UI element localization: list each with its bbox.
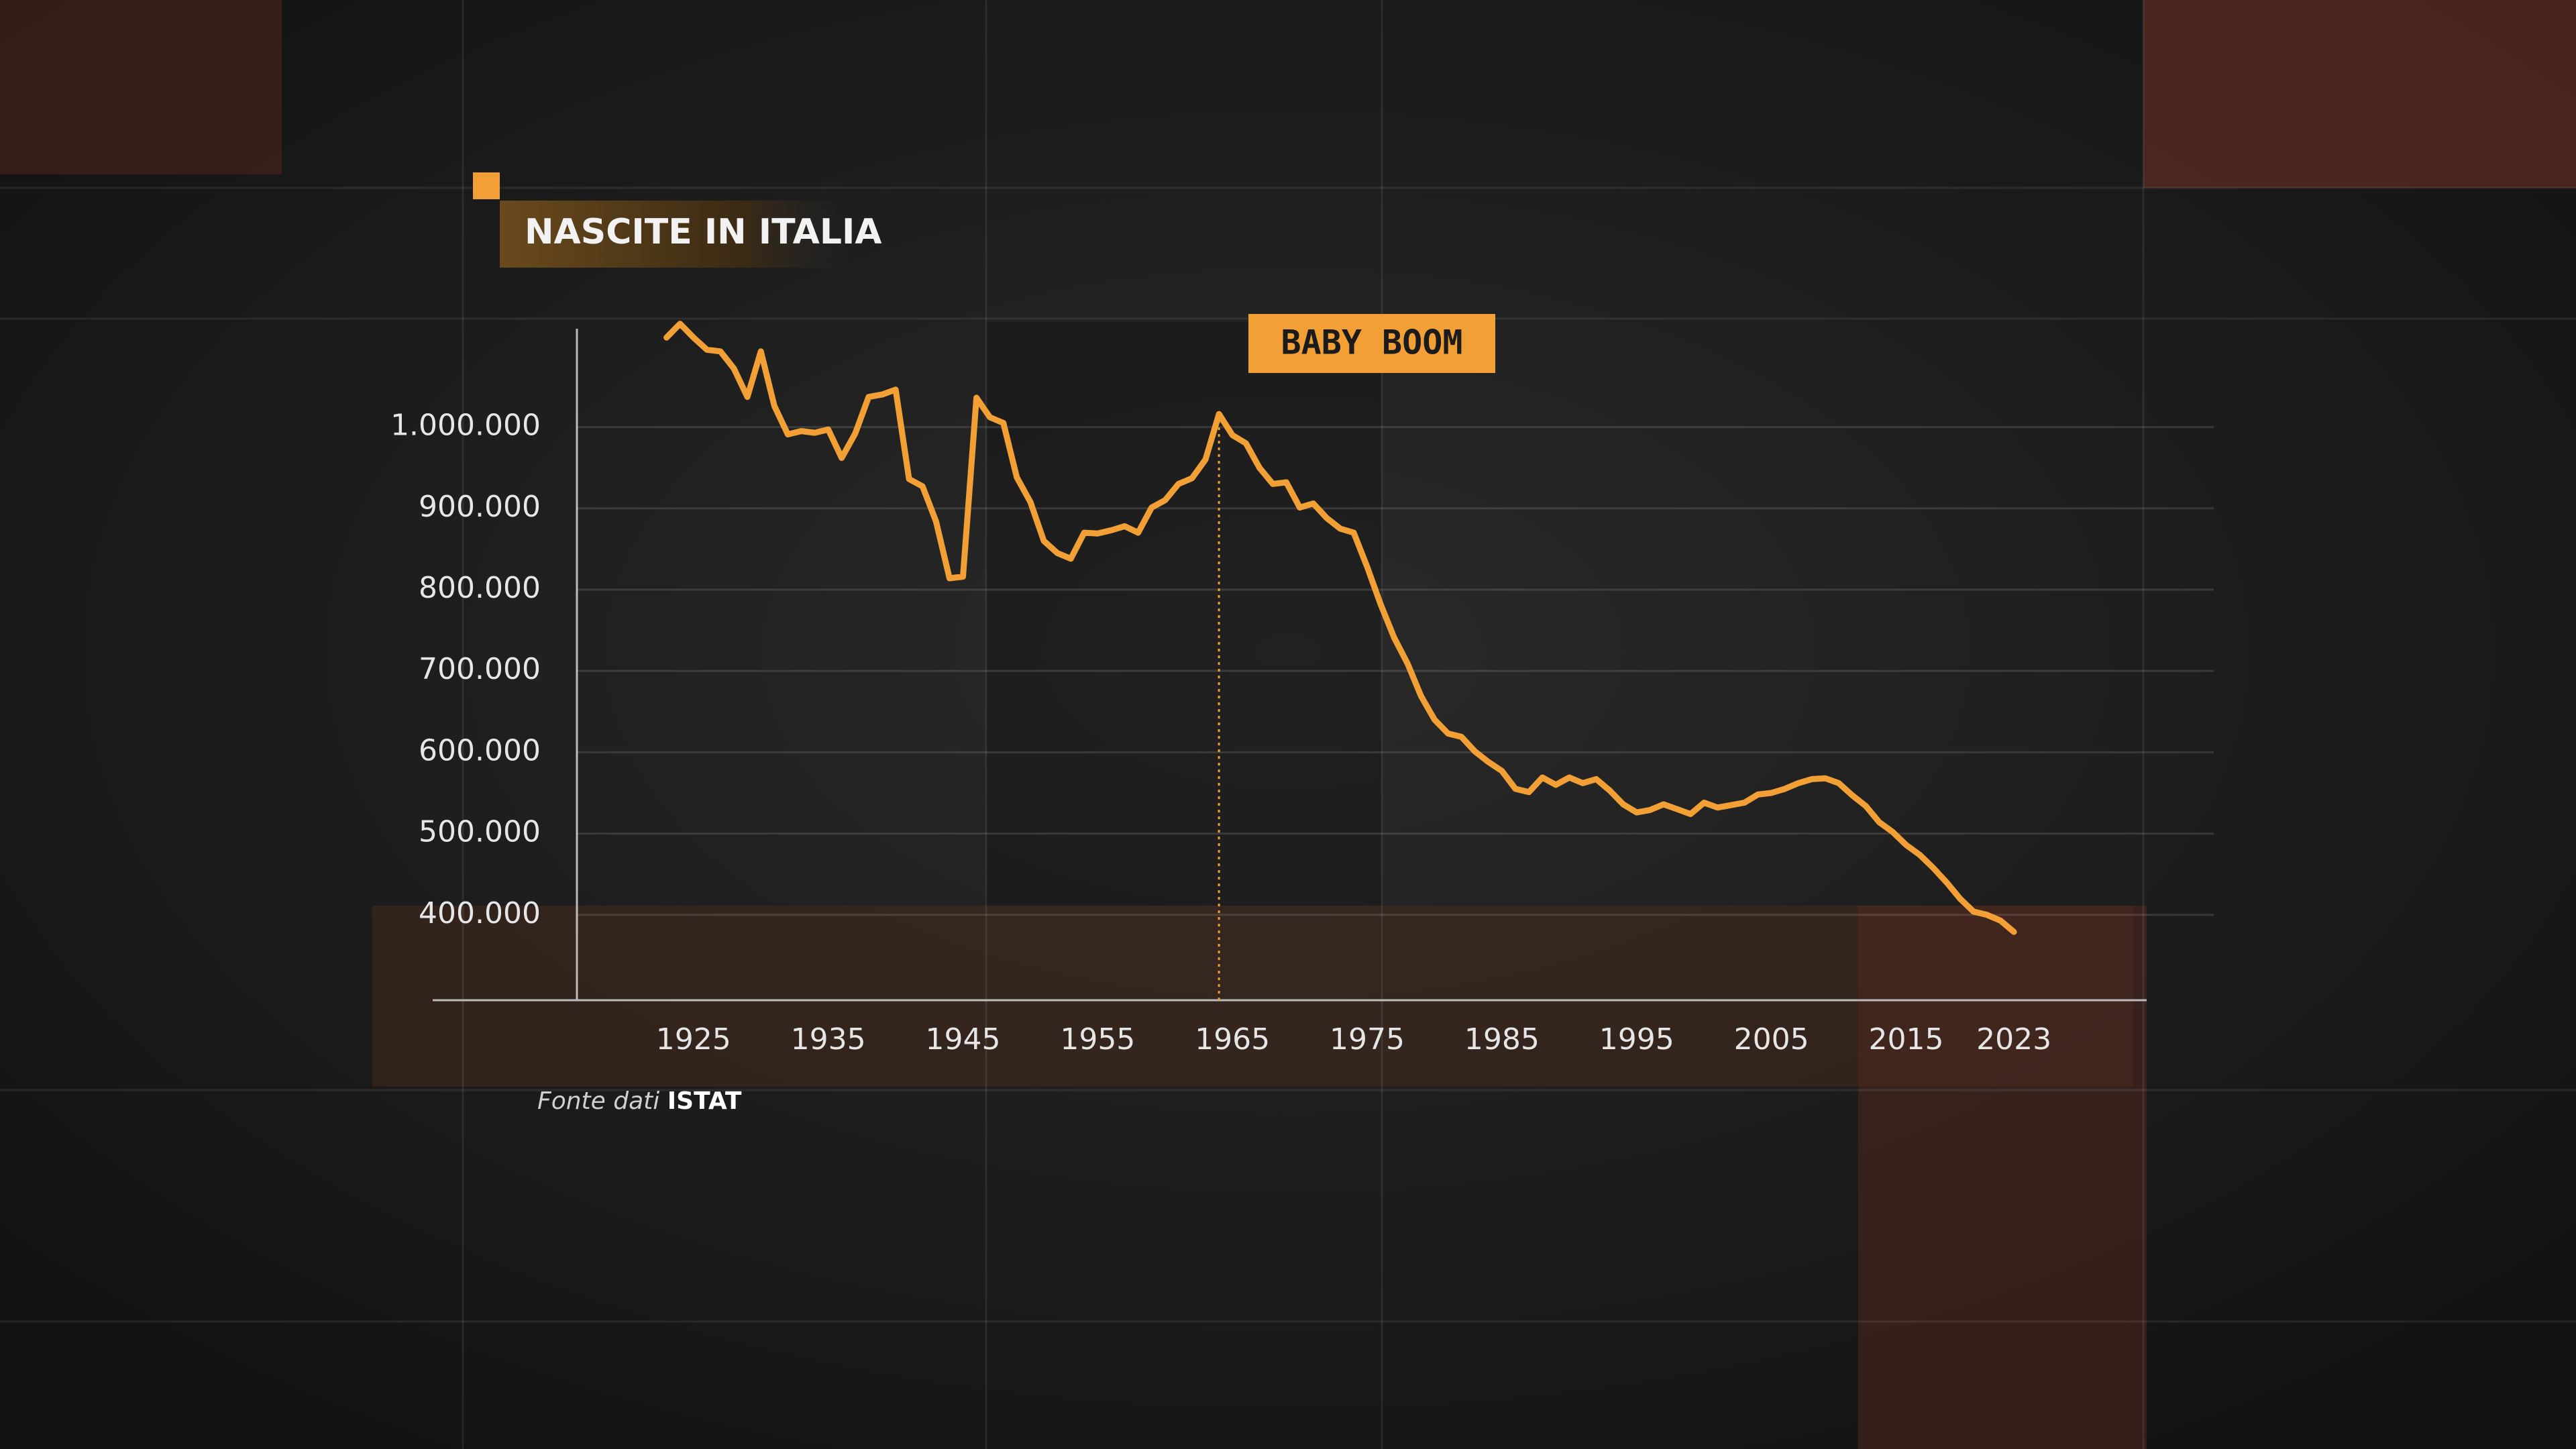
plot: 400.000 500.000 600.000 700.000 800.000 900.0… <box>390 314 2214 1057</box>
x-tick-label: 1995 <box>1599 1022 1674 1057</box>
x-tick-label: 2023 <box>1976 1022 2051 1057</box>
x-tick-label: 2005 <box>1734 1022 1809 1057</box>
x-tick-label: 1955 <box>1060 1022 1135 1057</box>
x-tick-label: 1985 <box>1464 1022 1540 1057</box>
red-patch <box>2143 0 2576 188</box>
y-tick-label: 900.000 <box>419 490 541 524</box>
y-tick-label: 800.000 <box>419 571 541 605</box>
x-tick-label: 1925 <box>656 1022 731 1057</box>
red-patch <box>0 0 282 174</box>
x-tick-label: 1975 <box>1330 1022 1405 1057</box>
annotation-label: BABY BOOM <box>1281 323 1463 362</box>
dark-panel <box>986 322 1382 906</box>
x-tick-label: 1935 <box>791 1022 866 1057</box>
line-series <box>663 321 2017 935</box>
y-tick-label: 500.000 <box>419 815 541 849</box>
x-tick-label: 1945 <box>925 1022 1000 1057</box>
title-marker <box>473 172 500 199</box>
chart-title: NASCITE IN ITALIA <box>525 212 882 252</box>
source-prefix: Fonte dati <box>537 1087 659 1115</box>
y-tick-label: 600.000 <box>419 733 541 767</box>
x-tick-label: 1965 <box>1195 1022 1270 1057</box>
y-tick-label: 700.000 <box>419 652 541 686</box>
y-tick-label: 1.000.000 <box>390 409 541 443</box>
x-tick-label: 2015 <box>1868 1022 1943 1057</box>
annotation-box <box>1248 314 1495 373</box>
title-box <box>500 201 849 268</box>
red-band <box>372 906 2133 1087</box>
source-name: ISTAT <box>667 1087 742 1115</box>
source: Fonte dati ISTAT <box>537 1087 742 1115</box>
y-tick-label: 400.000 <box>419 896 541 930</box>
